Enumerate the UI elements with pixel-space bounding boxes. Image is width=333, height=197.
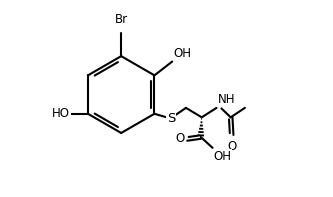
Text: S: S [167, 112, 175, 125]
Text: OH: OH [213, 150, 231, 163]
Text: HO: HO [52, 107, 70, 120]
Text: Br: Br [115, 13, 128, 26]
Text: O: O [176, 133, 185, 145]
Text: O: O [227, 140, 236, 153]
Text: NH: NH [218, 93, 235, 106]
Text: OH: OH [173, 47, 191, 60]
